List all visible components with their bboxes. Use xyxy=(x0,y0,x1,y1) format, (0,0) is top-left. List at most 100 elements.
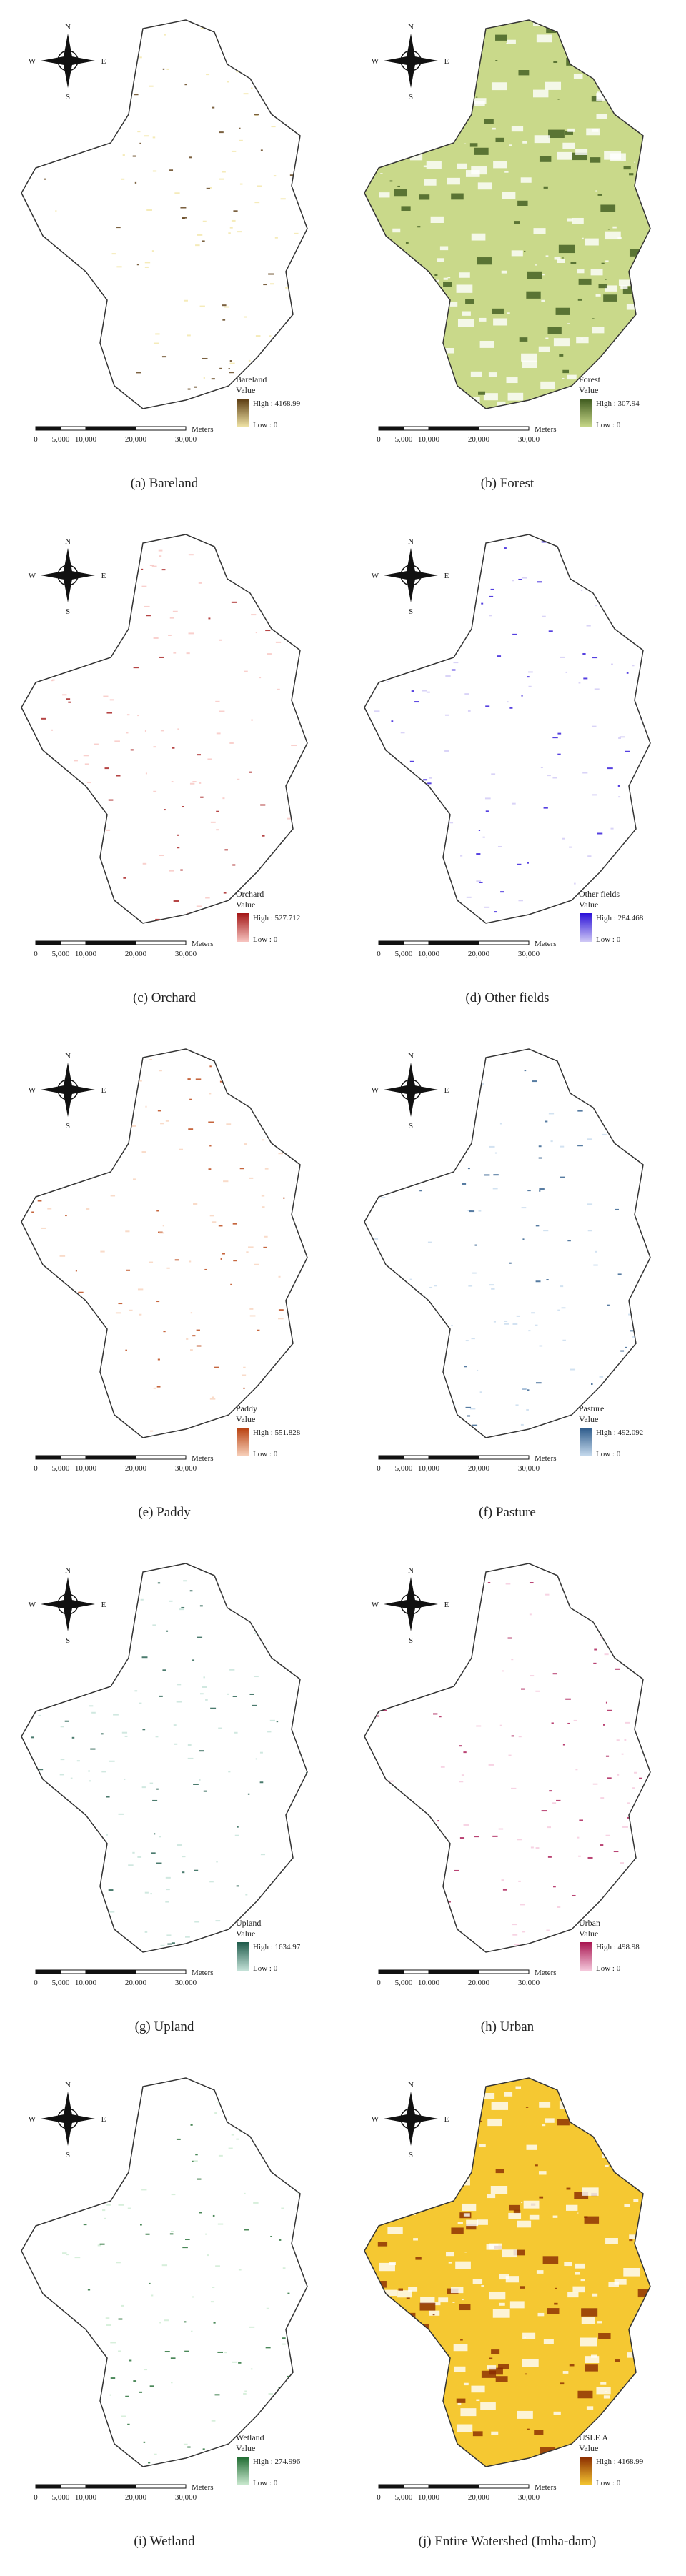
legend-low: Low : 0 xyxy=(596,1450,621,1458)
cell xyxy=(264,1168,269,1170)
cell xyxy=(232,1223,237,1225)
cell xyxy=(459,2157,469,2162)
legend-low: Low : 0 xyxy=(253,935,278,944)
cell xyxy=(267,1731,272,1733)
cell xyxy=(98,1418,100,1421)
cell xyxy=(442,37,457,45)
cell xyxy=(71,547,74,549)
cell xyxy=(426,691,430,693)
cell xyxy=(462,2299,464,2301)
cell xyxy=(379,2262,395,2272)
scale-segment xyxy=(35,1455,61,1460)
cell xyxy=(35,871,40,873)
cell xyxy=(121,1731,128,1734)
caption: (i) Wetland xyxy=(134,2534,195,2549)
cell xyxy=(537,581,542,583)
cell xyxy=(144,266,149,268)
cell xyxy=(158,549,163,552)
cell xyxy=(422,66,439,75)
cell xyxy=(140,1598,144,1601)
cell xyxy=(645,2147,650,2154)
watershed xyxy=(21,534,307,923)
cell xyxy=(562,257,564,259)
cell xyxy=(232,864,236,866)
cell xyxy=(222,797,225,800)
cell xyxy=(246,1251,249,1253)
cell xyxy=(468,1285,473,1287)
cell xyxy=(389,2262,396,2266)
cell xyxy=(216,810,219,812)
cell xyxy=(639,1777,642,1779)
cell xyxy=(476,1725,482,1727)
cell xyxy=(495,137,504,143)
cell xyxy=(64,622,69,624)
cell xyxy=(618,796,621,798)
scale-label: 0 xyxy=(377,1464,381,1473)
cell xyxy=(157,1582,161,1584)
cell xyxy=(277,688,280,690)
cell xyxy=(535,2164,538,2167)
cell xyxy=(625,1346,627,1348)
legend-ramp xyxy=(237,1942,249,1971)
scale-label: 0 xyxy=(377,950,381,958)
cell xyxy=(118,1813,124,1815)
cell xyxy=(214,1366,219,1368)
cell xyxy=(626,304,639,310)
map-panel: NSW E0 5,000 10,000 20,000 30,000MetersBarela… xyxy=(21,19,308,491)
cell xyxy=(452,2302,455,2303)
cell xyxy=(561,837,565,840)
cell xyxy=(171,2194,176,2196)
cell xyxy=(620,1350,625,1352)
cell xyxy=(508,1754,512,1756)
cell xyxy=(185,2239,190,2241)
cell xyxy=(552,777,557,779)
cell xyxy=(279,1075,284,1077)
cell xyxy=(514,221,520,224)
cell xyxy=(442,1331,445,1333)
cell xyxy=(291,1388,297,1390)
cell xyxy=(174,192,180,194)
cell xyxy=(489,2291,506,2300)
cell xyxy=(633,1357,637,1359)
cell xyxy=(594,688,600,690)
compass-w: W xyxy=(372,2115,379,2124)
cell xyxy=(520,177,532,183)
cell xyxy=(177,847,180,849)
cell xyxy=(547,2308,560,2314)
cell xyxy=(224,306,230,308)
cell xyxy=(593,1662,597,1664)
cell xyxy=(39,2311,43,2313)
scale-label: 0 xyxy=(34,950,38,958)
cell xyxy=(370,108,379,114)
cell xyxy=(299,714,303,716)
cell xyxy=(412,1632,415,1634)
cell xyxy=(253,1054,259,1056)
cell xyxy=(243,2392,247,2395)
cell xyxy=(389,1928,394,1930)
cell xyxy=(229,372,235,374)
cell xyxy=(153,637,159,639)
cell xyxy=(541,1810,547,1812)
cell xyxy=(283,1197,285,1199)
compass-we xyxy=(41,1599,95,1609)
caption: (d) Other fields xyxy=(465,990,549,1005)
cell xyxy=(44,1924,48,1926)
cell xyxy=(620,2132,636,2140)
scale-label: 10,000 xyxy=(75,435,97,444)
cell xyxy=(277,1402,280,1404)
cell xyxy=(152,1799,158,1801)
cell xyxy=(540,2447,556,2455)
cell xyxy=(534,2430,544,2435)
cell xyxy=(543,1230,549,1232)
cell xyxy=(228,232,231,234)
cell xyxy=(467,710,471,712)
cell xyxy=(143,2441,146,2443)
cell xyxy=(74,2257,81,2259)
cell xyxy=(257,1618,263,1620)
cell xyxy=(364,1328,367,1330)
cell xyxy=(208,617,211,620)
cell xyxy=(447,1901,451,1903)
cell xyxy=(494,1152,497,1154)
cell xyxy=(457,2402,462,2405)
cell xyxy=(105,1050,109,1053)
